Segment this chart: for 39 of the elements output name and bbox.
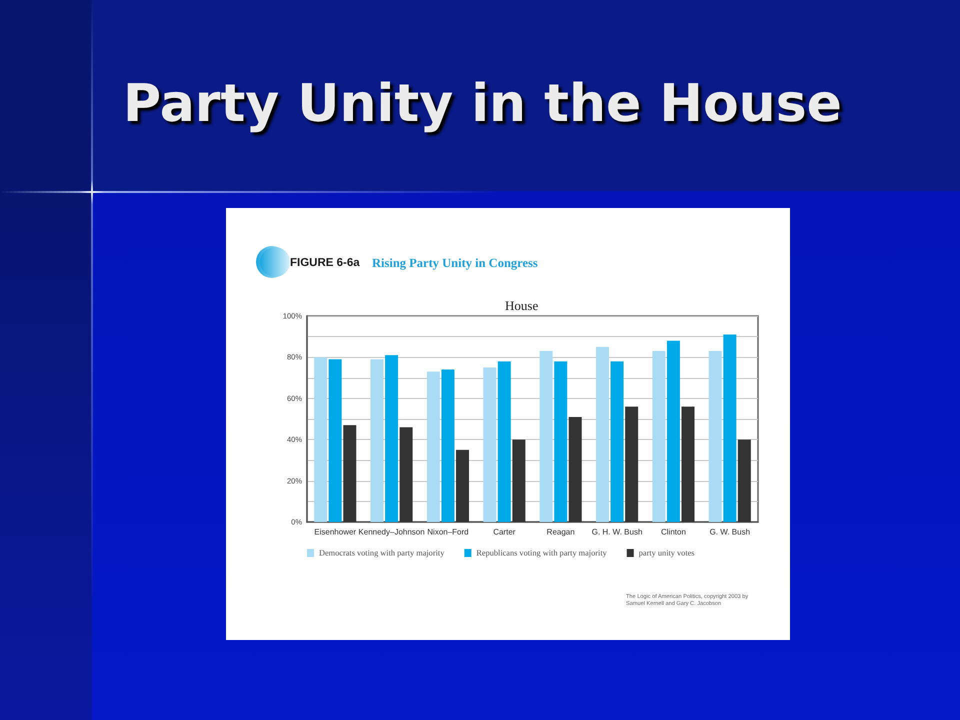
- bar: [682, 406, 694, 522]
- bar: [456, 450, 469, 522]
- caption: FIGURE 6-6a: [290, 257, 360, 269]
- chart-subtitle: House: [505, 298, 538, 313]
- bar: [426, 372, 440, 522]
- x-tick-label: Eisenhower: [314, 528, 356, 536]
- bar: [400, 427, 413, 522]
- bar: [723, 334, 736, 522]
- text: Rising Party Unity in Congress: [372, 256, 538, 271]
- bar: [708, 351, 722, 522]
- bar: [498, 361, 511, 522]
- bar: [568, 416, 582, 522]
- bar: [625, 406, 638, 522]
- x-tick-label: Reagan: [546, 528, 575, 536]
- bar: [652, 351, 666, 522]
- bar: [540, 351, 553, 522]
- bar: [512, 440, 526, 522]
- bar: [314, 357, 328, 522]
- x-tick-label: Carter: [493, 528, 516, 536]
- legend-label: Republicans voting with party majority: [476, 548, 608, 558]
- bar: [343, 425, 356, 522]
- x-tick-label: G. W. Bush: [710, 528, 750, 536]
- chart-title: Party Unity in the House: [123, 74, 842, 134]
- bar: [441, 370, 454, 522]
- bar: [483, 368, 496, 522]
- bar: [385, 355, 398, 522]
- bar: [596, 346, 610, 522]
- x-tick-label: Clinton: [660, 528, 686, 536]
- x-tick-label: Kennedy–Johnson: [358, 528, 425, 536]
- x-tick-label: G. H. W. Bush: [592, 528, 642, 536]
- x-tick-label: Nixon–Ford: [427, 528, 469, 536]
- bar: [554, 361, 568, 522]
- bar: [738, 440, 751, 522]
- bar: [328, 359, 342, 522]
- bar: [666, 340, 680, 522]
- bar: [610, 361, 624, 522]
- bar: [370, 359, 384, 522]
- legend-label: Democrats voting with party majority: [319, 548, 446, 558]
- legend-label: party unity votes: [638, 548, 695, 558]
